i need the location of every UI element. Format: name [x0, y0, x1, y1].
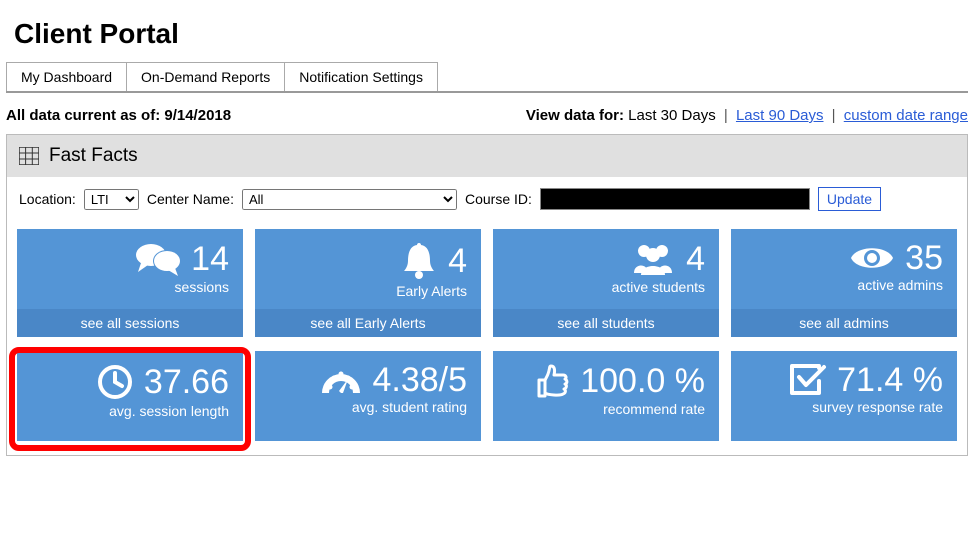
- course-id-label: Course ID:: [465, 191, 532, 207]
- tab-notification-settings[interactable]: Notification Settings: [284, 62, 438, 91]
- tab-bar: My Dashboard On-Demand Reports Notificat…: [6, 62, 968, 93]
- card-label: active admins: [745, 277, 943, 293]
- center-name-label: Center Name:: [147, 191, 234, 207]
- card-avg-student-rating: 4.38/5 avg. student rating: [255, 351, 481, 441]
- update-button[interactable]: Update: [818, 187, 881, 211]
- course-id-input[interactable]: [540, 188, 810, 210]
- stat-cards-row-2: 37.66 avg. session length 4.38/5 avg. st…: [7, 351, 967, 455]
- card-value: 100.0 %: [580, 364, 705, 398]
- card-survey-response-rate: 71.4 % survey response rate: [731, 351, 957, 441]
- card-label: active students: [507, 279, 705, 295]
- card-active-admins: 35 active admins see all admins: [731, 229, 957, 337]
- center-name-select[interactable]: All: [242, 189, 457, 210]
- card-avg-session-length: 37.66 avg. session length: [17, 351, 243, 441]
- card-early-alerts: 4 Early Alerts see all Early Alerts: [255, 229, 481, 337]
- see-all-sessions-link[interactable]: see all sessions: [17, 309, 243, 337]
- see-all-early-alerts-link[interactable]: see all Early Alerts: [255, 309, 481, 337]
- check-icon: [789, 363, 827, 397]
- stat-cards-row-1: 14 sessions see all sessions 4 Early Ale…: [7, 223, 967, 351]
- page-title: Client Portal: [0, 0, 974, 62]
- card-recommend-rate: 100.0 % recommend rate: [493, 351, 719, 441]
- panel-title: Fast Facts: [49, 145, 138, 167]
- thumb-icon: [534, 363, 570, 399]
- meta-row: All data current as of: 9/14/2018 View d…: [0, 93, 974, 134]
- card-label: recommend rate: [507, 401, 705, 417]
- card-value: 71.4 %: [837, 363, 943, 397]
- card-label: Early Alerts: [269, 283, 467, 299]
- tab-my-dashboard[interactable]: My Dashboard: [6, 62, 127, 91]
- clock-icon: [96, 363, 134, 401]
- card-label: avg. student rating: [269, 399, 467, 415]
- card-sessions: 14 sessions see all sessions: [17, 229, 243, 337]
- card-active-students: 4 active students see all students: [493, 229, 719, 337]
- data-current-label: All data current as of: 9/14/2018: [6, 107, 231, 124]
- chat-icon: [135, 241, 181, 277]
- card-value: 14: [191, 242, 229, 276]
- fast-facts-panel: Fast Facts Location: LTI Center Name: Al…: [6, 134, 968, 456]
- filter-row: Location: LTI Center Name: All Course ID…: [7, 177, 967, 223]
- card-label: sessions: [31, 279, 229, 295]
- card-value: 4: [686, 242, 705, 276]
- tab-on-demand-reports[interactable]: On-Demand Reports: [126, 62, 285, 91]
- see-all-students-link[interactable]: see all students: [493, 309, 719, 337]
- range-custom-link[interactable]: custom date range: [844, 107, 968, 124]
- see-all-admins-link[interactable]: see all admins: [731, 309, 957, 337]
- location-select[interactable]: LTI: [84, 189, 139, 210]
- card-label: survey response rate: [745, 399, 943, 415]
- view-data-for: View data for: Last 30 Days | Last 90 Da…: [526, 107, 968, 124]
- card-value: 4.38/5: [372, 363, 467, 397]
- card-value: 37.66: [144, 365, 229, 399]
- card-value: 35: [905, 241, 943, 275]
- gauge-icon: [320, 365, 362, 395]
- range-current: Last 30 Days: [628, 107, 716, 124]
- users-icon: [630, 241, 676, 277]
- view-for-label: View data for:: [526, 107, 624, 124]
- card-label: avg. session length: [31, 403, 229, 419]
- location-label: Location:: [19, 191, 76, 207]
- card-value: 4: [448, 244, 467, 278]
- separator: |: [724, 107, 728, 124]
- bell-icon: [400, 241, 438, 281]
- grid-icon: [19, 147, 39, 165]
- eye-icon: [849, 243, 895, 273]
- range-last-90-link[interactable]: Last 90 Days: [736, 107, 824, 124]
- separator: |: [832, 107, 836, 124]
- panel-header: Fast Facts: [7, 135, 967, 177]
